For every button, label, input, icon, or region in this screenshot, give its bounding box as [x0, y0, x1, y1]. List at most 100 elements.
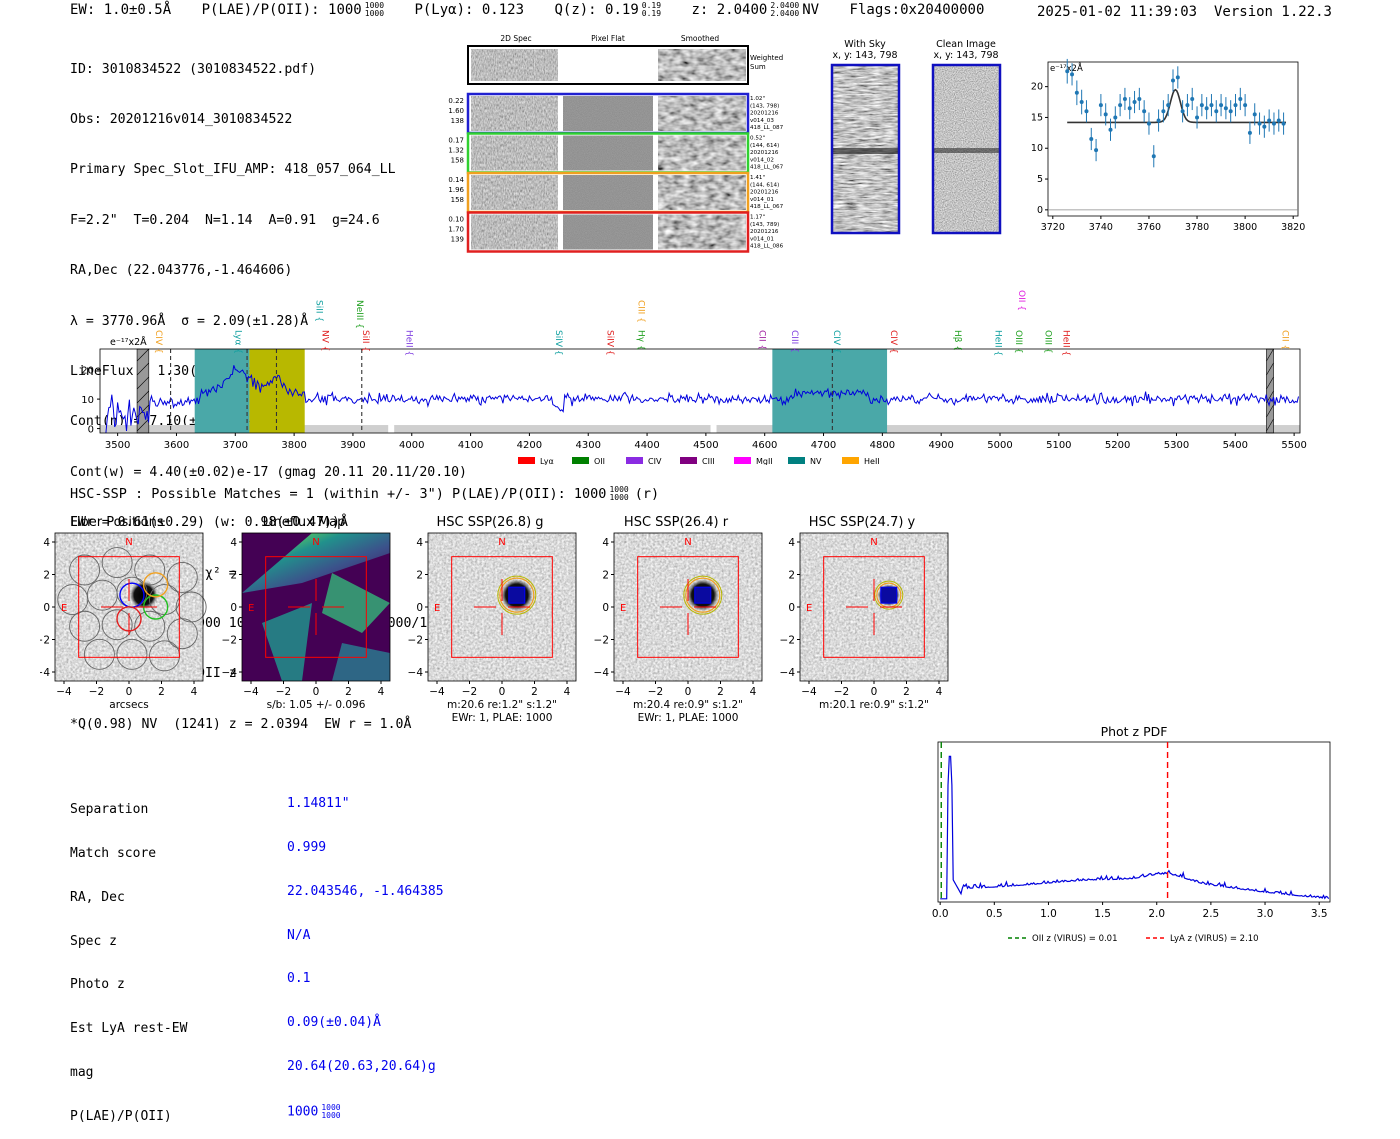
- zoom-data-point: [1276, 118, 1281, 123]
- header-plya: P(Lyα): 0.123: [414, 2, 525, 18]
- hsc-panel-caption-2: EWr: 1, PLAE: 1000: [638, 712, 739, 723]
- panel-xtick-label: −4: [56, 686, 72, 698]
- zoom-data-point: [1204, 106, 1209, 111]
- zoom-axes-frame: [1047, 61, 1299, 217]
- match-label: Est LyA rest-EW: [70, 1021, 188, 1037]
- cutout-smoothed: [658, 214, 746, 250]
- hsc-panel: HSC SSP(26.8) g N E −4 −4 −2 −2 0 0 2 2 4 4 m:20.6 re…: [408, 515, 577, 723]
- cutout-right-value: (143, 798): [750, 103, 779, 109]
- zoom-data-point: [1137, 96, 1142, 101]
- sky-subtitle-clean: x, y: 143, 798: [933, 50, 998, 61]
- match-value: N/A: [287, 927, 311, 943]
- cutout-left-value: 138: [451, 117, 464, 125]
- photz-xtick-label: 0.5: [986, 908, 1003, 920]
- match-table-values: 1.14811" 0.999 22.043546, -1.464385 N/A …: [287, 768, 444, 1134]
- spectrum-xtick-label: 4400: [634, 440, 659, 451]
- zoom-data-point: [1180, 109, 1185, 114]
- match-label: Spec z: [70, 933, 117, 949]
- panel-xtick-label: −4: [801, 686, 817, 698]
- spectrum-xtick-label: 4800: [870, 440, 895, 451]
- zoom-data-point: [1146, 121, 1151, 126]
- legend-label: NV: [810, 457, 822, 465]
- zoom-data-point: [1247, 130, 1252, 135]
- cutout-right-value: (143, 789): [750, 222, 779, 228]
- cutout-right-value: (144, 614): [750, 143, 779, 149]
- emission-line-marker: CIII {: [789, 330, 799, 353]
- zoom-xtick-label: 3720: [1041, 222, 1065, 233]
- legend-label: Lyα: [540, 457, 554, 465]
- photz-legend-label: OII z (VIRUS) = 0.01: [1032, 934, 1118, 944]
- panel-ytick-label: 2: [602, 570, 609, 582]
- zoom-data-point: [1079, 100, 1084, 105]
- info-line: *Q(0.98) NV (1241) z = 2.0394 EW r = 1.0…: [70, 716, 412, 732]
- zoom-data-point: [1065, 69, 1070, 74]
- emission-line-marker: CII {: [756, 330, 766, 350]
- photz-xtick-label: 3.5: [1311, 908, 1328, 920]
- sky-gap: [388, 425, 395, 433]
- emission-line-marker: Hβ {: [952, 330, 962, 351]
- compass-n: N: [870, 537, 877, 548]
- fiber-circle: [166, 618, 198, 650]
- masked-hatch: [136, 418, 150, 432]
- legend-label: HeII: [864, 457, 880, 465]
- spectrum-xtick-label: 5200: [1105, 440, 1130, 451]
- emission-line-marker: SiIV {: [605, 330, 615, 356]
- sky-title-clean: Clean Image: [936, 39, 996, 50]
- spectrum-xtick-label: 4300: [576, 440, 601, 451]
- masked-hatch: [1266, 376, 1274, 390]
- cutout-right-value: 1.41": [750, 175, 765, 181]
- photz-xtick-label: 3.0: [1257, 908, 1274, 920]
- highlight-region: [772, 349, 888, 433]
- zoom-data-point: [1214, 109, 1219, 114]
- hsc-panel: HSC SSP(24.7) y N E −4 −4 −2 −2 0 0 2 2 4 4 m:20.1 re…: [780, 515, 949, 711]
- hsc-panel-caption: s/b: 1.05 +/- 0.096: [267, 699, 366, 711]
- panel-ytick-label: −4: [408, 667, 424, 679]
- panel-ytick-label: −4: [594, 667, 610, 679]
- emission-line-marker: SiIV {: [553, 330, 563, 356]
- match-label: Separation: [70, 802, 149, 818]
- spectrum-xtick-label: 4100: [458, 440, 483, 451]
- zoom-data-point: [1156, 118, 1161, 123]
- header-qz: Q(z): 0.19 0.19 0.19: [554, 1, 662, 19]
- masked-hatch: [1266, 362, 1274, 376]
- emission-line-marker: CIV {: [888, 330, 898, 354]
- cutout-pixel-flat-noise: [563, 214, 653, 250]
- hsc-panel-title: HSC SSP(24.7) y: [809, 515, 916, 530]
- emission-line-marker: CII {: [1279, 330, 1289, 350]
- cutout-right-value: 20201216: [750, 111, 779, 117]
- hsc-panel-caption: m:20.6 re:1.2" s:1.2": [447, 699, 557, 711]
- zoom-data-point: [1190, 96, 1195, 101]
- compass-e: E: [248, 603, 254, 614]
- zoom-ylabel: e⁻¹⁷x2Å: [1050, 62, 1083, 74]
- panel-xtick-label: 4: [750, 686, 757, 698]
- emission-line-marker: CIII {: [635, 300, 645, 323]
- panel-xtick-label: −4: [615, 686, 631, 698]
- compass-n: N: [498, 537, 505, 548]
- zoom-ytick-label: 20: [1031, 82, 1043, 93]
- panel-xtick-label: −2: [276, 686, 291, 698]
- legend-swatch: [842, 457, 859, 464]
- spectrum-ytick-label: 0: [88, 425, 94, 436]
- col-title-2d-spec: 2D Spec: [500, 34, 531, 43]
- hsc-image-panels: Fiber Positions N E −4 −4 −2 −2 0 0 2 2 4 4 arcsecs Li…: [40, 515, 949, 723]
- cutout-left-value: 158: [451, 196, 464, 204]
- sky-residual-band: [100, 425, 1300, 433]
- masked-hatch: [136, 348, 150, 362]
- fiber-circle: [83, 638, 115, 670]
- zoom-ytick-label: 0: [1037, 205, 1043, 216]
- source-ellipse: [683, 575, 723, 615]
- panel-ytick-label: −4: [40, 667, 50, 679]
- cutout-left-value: 0.14: [448, 176, 464, 184]
- panel-xtick-label: −2: [834, 686, 849, 698]
- fiber-circle: [134, 610, 166, 642]
- emission-line-marker: NeIII {: [354, 300, 364, 329]
- zoom-data-point: [1271, 121, 1276, 126]
- cutout-right-value: 418_LL_067: [750, 165, 784, 171]
- panel-ytick-label: −2: [780, 635, 795, 647]
- cutout-right-value: v014_02: [750, 157, 774, 163]
- fiber-circle: [166, 561, 198, 593]
- zoom-data-point: [1175, 75, 1180, 80]
- photz-title: Phot z PDF: [1101, 724, 1168, 739]
- sky-title-with-sky: With Sky: [844, 39, 886, 50]
- spectrum-xtick-label: 4900: [928, 440, 953, 451]
